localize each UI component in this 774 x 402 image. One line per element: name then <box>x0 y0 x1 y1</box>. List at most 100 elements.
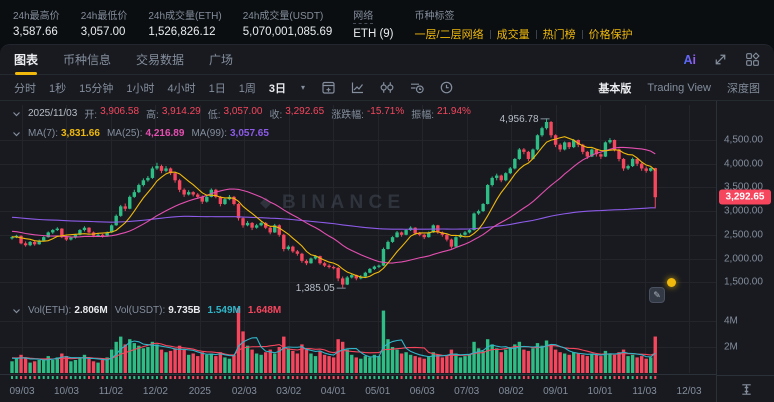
chevron-collapse-icon[interactable] <box>12 307 21 315</box>
line-chart-icon[interactable] <box>350 80 365 95</box>
tag-separator <box>489 29 491 39</box>
tab-图表[interactable]: 图表 <box>14 45 38 75</box>
volume-tick-label: 4M <box>724 315 738 327</box>
ma-label: MA(7): <box>28 128 58 139</box>
chevron-down-icon: ▾ <box>301 83 306 92</box>
interval-list: 分时 1秒 15分钟 1小时 4小时 1日 1周 <box>14 80 256 96</box>
x-tick-label: 08/02 <box>498 386 524 397</box>
ohlc-pair: 涨跌幅: -15.71% <box>331 106 404 121</box>
price-tick-label: 2,000.00 <box>724 253 763 264</box>
interval-3d: 3日 <box>268 82 286 95</box>
interval-button[interactable]: 分时 <box>14 82 36 95</box>
ma-value: 4,216.89 <box>145 128 185 139</box>
x-tick-label: 07/03 <box>454 386 480 397</box>
ma-label: MA(25): <box>106 128 143 139</box>
x-tick-label: 06/03 <box>409 386 435 397</box>
ohlc-label: 涨跌幅: <box>331 110 364 121</box>
vol-pair: 1.549M <box>208 305 241 316</box>
header-icons: Ai <box>684 52 761 67</box>
vol-pair: 1.648M <box>248 305 281 316</box>
stat-value: 5,070,001,085.69 <box>242 26 333 38</box>
token-tags: 币种标签 一层/二层网络 成交量 热门榜 价格保护 <box>415 7 633 44</box>
volume-tick-label: 2M <box>724 341 738 353</box>
ma-pair: MA(99): 3,057.65 <box>191 128 269 139</box>
stat-value: 3,587.66 <box>13 26 58 38</box>
view-button[interactable]: 深度图 <box>727 82 760 95</box>
price-tick-label: 4,500.00 <box>724 134 763 146</box>
x-tick-label: 12/03 <box>676 386 702 397</box>
x-tick-label: 12/02 <box>142 386 168 397</box>
interval-button[interactable]: 1日 <box>208 82 226 95</box>
x-tick-label: 10/01 <box>587 386 613 397</box>
ohlc-info-row: 2025/11/03 开: 3,906.58 高: 3,914.29 低: 3,057.00… <box>12 106 471 121</box>
vol-label: Vol(ETH): <box>28 305 72 316</box>
ohlc-label: 开: <box>84 110 98 121</box>
x-tick-label: 05/01 <box>365 386 391 397</box>
ohlc-label: 收: <box>269 110 283 121</box>
stats-bar: 24h最高价 3,587.66 24h最低价 3,057.00 24h成交量(ETH) 1… <box>0 0 774 44</box>
vol-value: 9.735B <box>168 305 201 316</box>
selected-interval[interactable]: 3日 ▾ <box>269 80 305 96</box>
ohlc-value: 3,292.65 <box>285 106 325 117</box>
tab-广场[interactable]: 广场 <box>209 53 234 67</box>
x-tick-label: 03/02 <box>276 386 302 397</box>
candle-compare-icon[interactable] <box>379 80 395 95</box>
interval-button[interactable]: 15分钟 <box>79 82 114 95</box>
stat-item: 网络 ETH (9) <box>353 7 394 44</box>
candlestick-chart-canvas[interactable] <box>0 101 716 379</box>
stat-item: 24h成交量(USDT) 5,070,001,085.69 <box>243 7 333 44</box>
ohlc-pair: 低: 3,057.00 <box>208 106 263 121</box>
tab-币种信息[interactable]: 币种信息 <box>63 53 112 67</box>
tabs-container: 图表 币种信息 交易数据 广场 <box>14 45 233 75</box>
x-axis: 09/03 10/03 11/02 12/02 2025 02/03 03/02 04/01 0… <box>0 379 716 402</box>
history-clock-icon[interactable] <box>439 80 454 95</box>
ma-label: MA(99): <box>191 128 227 139</box>
x-tick-label: 02/03 <box>231 386 257 397</box>
chart-area: 2025/11/03 开: 3,906.58 高: 3,914.29 低: 3,057.00… <box>0 101 774 402</box>
ohlc-value: 21.94% <box>437 106 471 117</box>
tag-row: 一层/二层网络 成交量 热门榜 价格保护 <box>415 26 633 42</box>
tag-separator <box>535 29 537 39</box>
fullscreen-icon[interactable] <box>713 52 728 67</box>
tag-link[interactable]: 成交量 <box>496 29 530 41</box>
interval-button[interactable]: 1小时 <box>126 82 155 95</box>
price-tick-label: 2,500.00 <box>724 229 763 241</box>
chevron-collapse-icon[interactable] <box>12 110 21 118</box>
chevron-collapse-icon[interactable] <box>12 130 21 138</box>
ohlc-label: 高: <box>146 110 159 121</box>
tag-link[interactable]: 热门榜 <box>542 29 576 41</box>
price-tick-label: 1,500.00 <box>724 276 763 288</box>
ma-value: 3,831.66 <box>61 128 100 139</box>
x-tick-label: 04/01 <box>320 386 346 397</box>
stat-item: 24h最高价 3,587.66 <box>13 7 60 44</box>
layout-grid-icon[interactable] <box>745 52 760 67</box>
interval-button[interactable]: 4小时 <box>167 82 196 95</box>
tag-link[interactable]: 价格保护 <box>588 29 633 41</box>
tabs-row: 图表 币种信息 交易数据 广场 Ai <box>0 45 774 75</box>
view-switcher: 基本版 Trading View 深度图 <box>598 80 760 96</box>
stat-label: 24h成交量(USDT) <box>242 11 324 22</box>
ohlc-pair: 收: 3,292.65 <box>269 106 324 121</box>
interval-button[interactable]: 1秒 <box>49 82 67 95</box>
drawing-cursor-icon: ✎ <box>649 287 665 303</box>
view-button[interactable]: 基本版 <box>598 82 632 95</box>
interval-button[interactable]: 1周 <box>238 82 256 95</box>
view-button[interactable]: Trading View <box>647 81 711 94</box>
x-tick-label: 11/03 <box>632 386 657 397</box>
ai-assistant-button[interactable]: Ai <box>683 52 697 67</box>
x-tick-label: 2025 <box>188 386 211 397</box>
stat-item: 24h最低价 3,057.00 <box>81 7 128 44</box>
price-tick-label: 4,000.00 <box>724 158 763 170</box>
volume-info-row: Vol(ETH): 2.806M Vol(USDT): 9.735B 1.549M 1.6… <box>12 305 281 316</box>
stat-label: 网络 <box>353 7 374 24</box>
indicators-icon[interactable] <box>409 80 425 95</box>
axis-scale-tool[interactable] <box>717 375 774 402</box>
ohlc-value: 3,906.58 <box>100 106 140 117</box>
chart-style-icon[interactable] <box>321 80 336 95</box>
tag-link[interactable]: 一层/二层网络 <box>414 29 484 41</box>
chart-tools <box>321 80 454 95</box>
y-axis: 3,292.65 4,500.00 4,000.00 3,500.00 3,000.0… <box>716 101 774 402</box>
ohlc-label: 振幅: <box>411 110 434 121</box>
tab-交易数据[interactable]: 交易数据 <box>136 53 185 67</box>
